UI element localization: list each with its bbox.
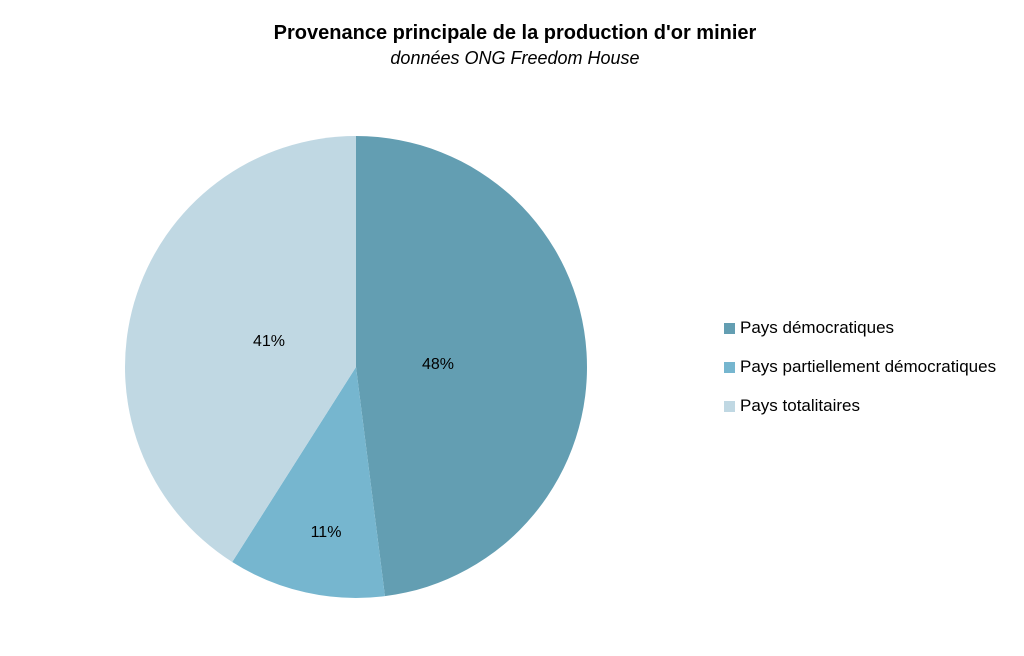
legend-swatch-totalitarian [724,400,735,412]
legend-label-partially-democratic: Pays partiellement démocratiques [740,357,997,376]
chart-title-block: Provenance principale de la production d… [0,20,1024,70]
legend-item-democratic: Pays démocratiques [724,318,996,338]
slice-label-partially-democratic: 11% [311,524,342,541]
chart-subtitle: données ONG Freedom House [390,48,640,68]
slice-label-democratic: 48% [422,356,454,373]
pie-slice-democratic [356,136,587,597]
chart-title: Provenance principale de la production d… [273,22,757,44]
legend-label-democratic: Pays démocratiques [740,318,895,337]
legend-item-totalitarian: Pays totalitaires [724,396,996,416]
legend-label-totalitarian: Pays totalitaires [740,396,860,415]
pie-slice-partially-democratic [232,367,385,598]
legend-item-partially-democratic: Pays partiellement démocratiques [724,357,996,377]
legend-swatch-partially-democratic [724,361,735,373]
legend-swatch-democratic [724,322,735,334]
pie-slices [125,136,587,598]
pie-slice-totalitarian [125,136,356,563]
pie-slice-labels: 48% 11% 41% [253,333,454,541]
slice-label-totalitarian: 41% [253,333,285,350]
legend: Pays démocratiques Pays partiellement dé… [724,318,996,435]
